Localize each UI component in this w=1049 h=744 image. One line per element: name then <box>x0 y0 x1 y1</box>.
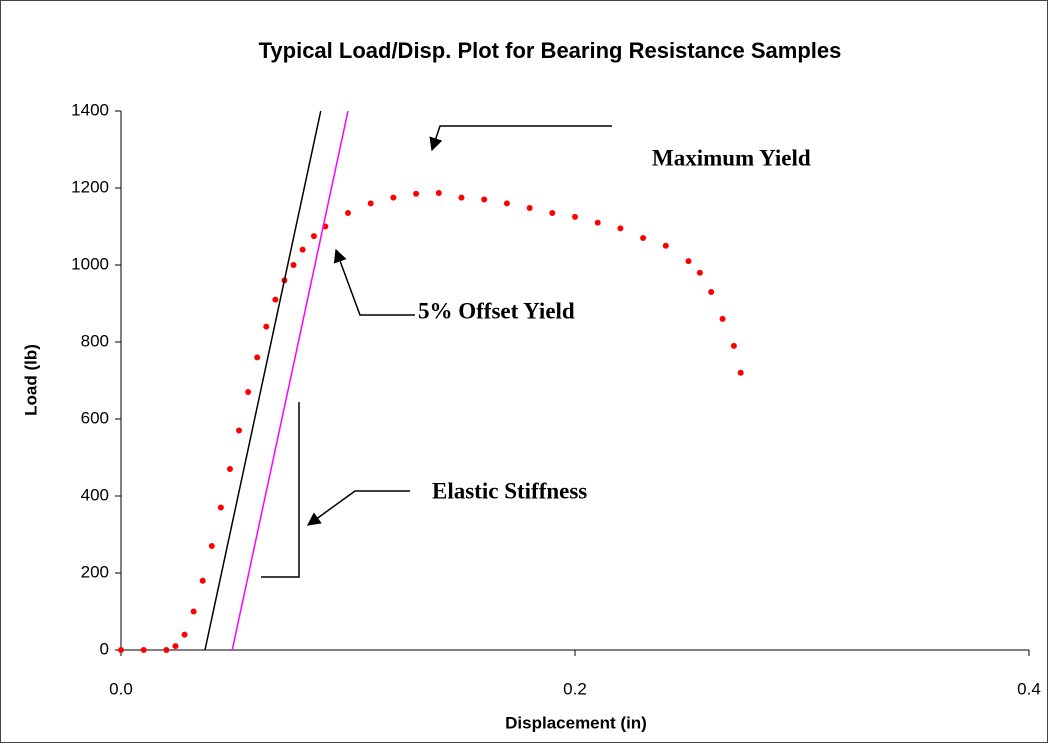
x-tick-label: 0.0 <box>109 679 133 698</box>
line <box>204 110 322 651</box>
arrow <box>306 490 410 526</box>
annotation: Elastic Stiffness <box>432 478 587 503</box>
annotation-arrows <box>261 125 612 578</box>
point <box>730 342 737 349</box>
point <box>594 219 601 226</box>
point <box>181 631 188 638</box>
y-tick-label: 1000 <box>71 254 109 273</box>
point <box>458 194 465 201</box>
point <box>236 427 243 434</box>
y-tick-label: 200 <box>81 562 109 581</box>
annotation: Maximum Yield <box>652 145 811 170</box>
point <box>272 296 279 303</box>
point <box>310 233 317 240</box>
point <box>696 269 703 276</box>
x-tick-label: 0.4 <box>1017 679 1041 698</box>
y-tick-label: 400 <box>81 485 109 504</box>
point <box>737 369 744 376</box>
arrow <box>333 248 415 316</box>
y-tick-label: 1400 <box>71 100 109 119</box>
bracket <box>261 402 300 578</box>
point <box>217 504 224 511</box>
y-tick-label: 800 <box>81 331 109 350</box>
y-tick-label: 1200 <box>71 177 109 196</box>
point <box>290 262 297 268</box>
point <box>245 389 252 396</box>
point <box>345 210 351 217</box>
point <box>254 354 261 361</box>
point <box>662 242 669 249</box>
point <box>708 288 715 295</box>
point <box>163 647 170 653</box>
point <box>172 643 179 650</box>
point <box>719 315 726 322</box>
point <box>481 196 488 203</box>
y-tick-label: 0 <box>100 639 109 658</box>
point <box>526 205 533 212</box>
point <box>140 647 147 653</box>
point <box>199 577 206 584</box>
point <box>226 466 233 473</box>
point <box>435 190 442 197</box>
point <box>208 543 215 550</box>
arrow <box>429 125 612 152</box>
line <box>231 110 349 651</box>
point <box>190 608 197 615</box>
point <box>617 225 624 232</box>
y-tick-label: 600 <box>81 408 109 427</box>
point <box>413 190 420 197</box>
point <box>118 647 124 653</box>
point <box>503 200 510 207</box>
point <box>263 323 270 330</box>
point <box>640 235 647 242</box>
point <box>390 194 397 201</box>
point <box>549 210 556 217</box>
point <box>367 200 374 207</box>
x-axis-label: Displacement (in) <box>505 713 647 732</box>
point <box>572 213 578 220</box>
x-tick-label: 0.2 <box>563 679 587 698</box>
point <box>299 246 306 253</box>
chart-title: Typical Load/Disp. Plot for Bearing Resi… <box>259 38 842 63</box>
point <box>685 258 692 265</box>
annotation: 5% Offset Yield <box>418 298 575 323</box>
scatter-series <box>118 190 744 653</box>
y-axis-label: Load (lb) <box>21 344 40 416</box>
